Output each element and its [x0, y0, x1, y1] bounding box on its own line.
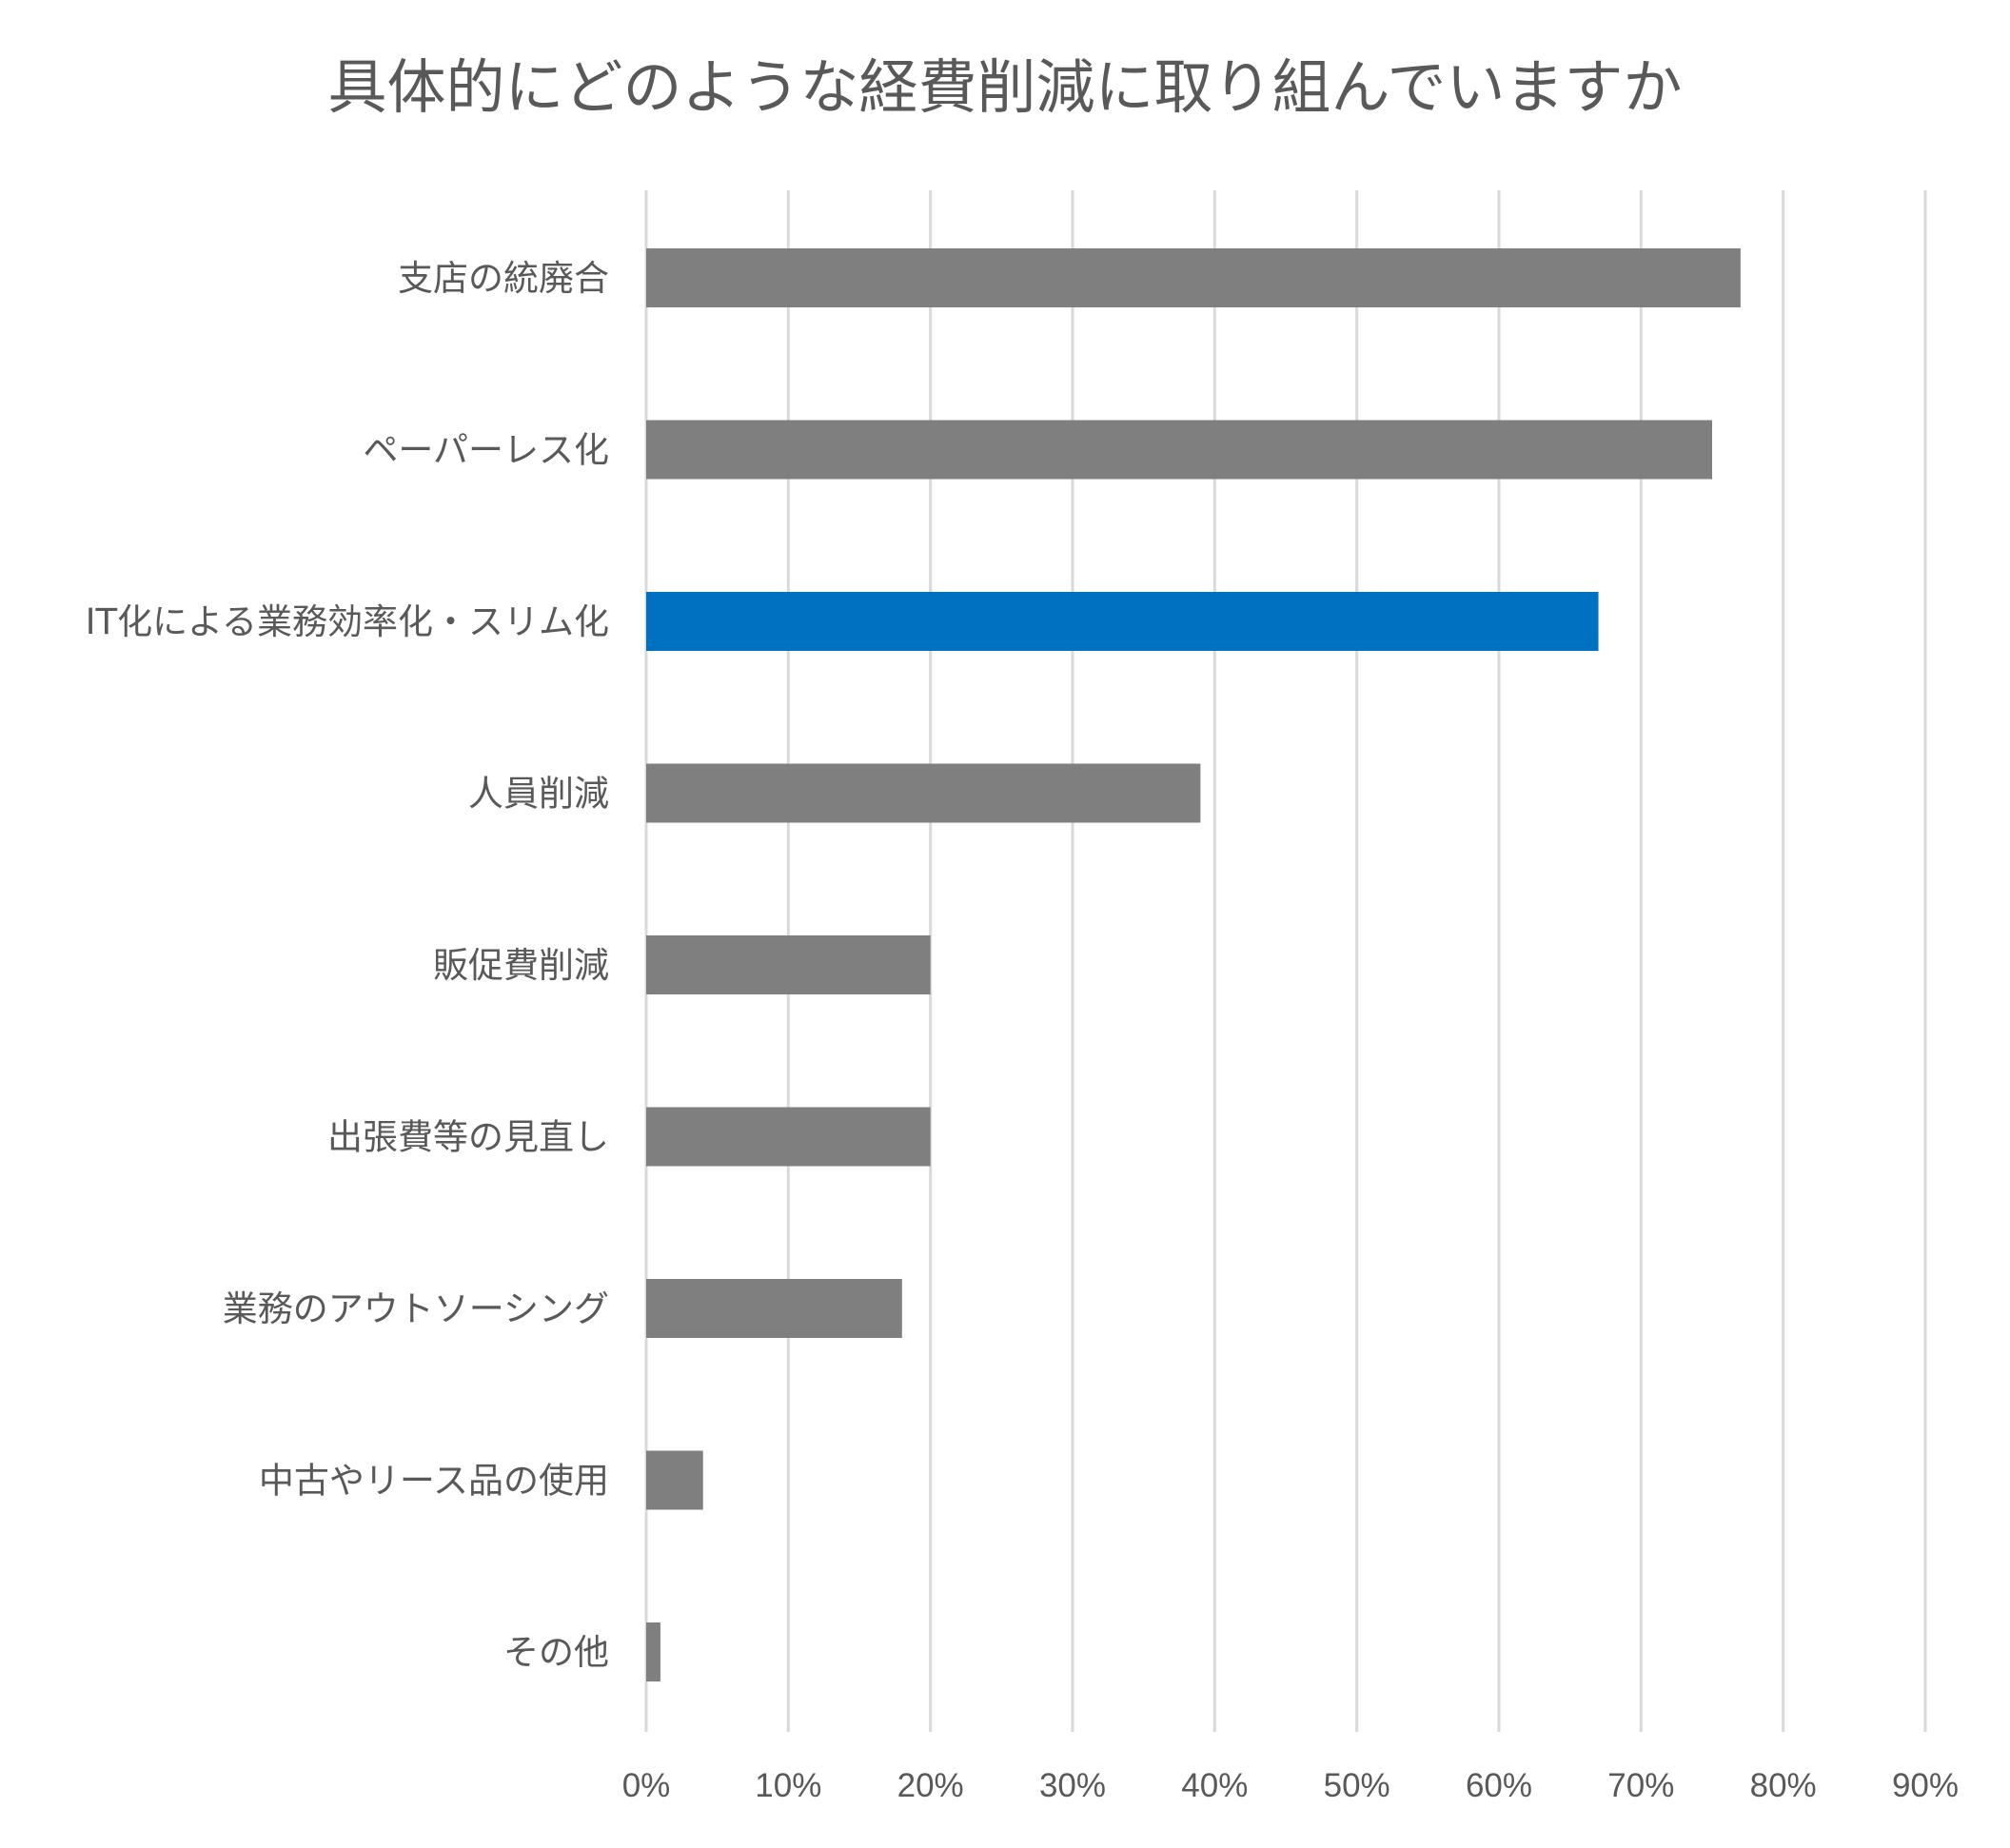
bar-9: [646, 1622, 660, 1681]
category-label-5: 販促費削減: [433, 945, 609, 986]
bars: [646, 248, 1741, 1681]
tick-label-0: 0%: [622, 1767, 671, 1804]
bar-6: [646, 1107, 931, 1167]
tick-label-90: 90%: [1892, 1767, 1959, 1804]
tick-label-10: 10%: [755, 1767, 821, 1804]
category-label-6: 出張費等の見直し: [327, 1117, 609, 1158]
x-axis-tick-labels: 0% 10% 20% 30% 40% 50% 60% 70% 80% 90%: [622, 1767, 1959, 1804]
category-label-7: 業務のアウトソーシング: [223, 1288, 609, 1329]
bar-3: [646, 592, 1599, 651]
tick-label-40: 40%: [1181, 1767, 1248, 1804]
category-label-9: その他: [503, 1632, 609, 1673]
tick-label-60: 60%: [1466, 1767, 1532, 1804]
bar-8: [646, 1450, 703, 1510]
tick-label-30: 30%: [1039, 1767, 1106, 1804]
category-label-1: 支店の統廃合: [398, 258, 609, 299]
category-label-3: IT化による業務効率化・スリム化: [86, 601, 609, 642]
tick-label-80: 80%: [1750, 1767, 1817, 1804]
tick-label-70: 70%: [1607, 1767, 1674, 1804]
category-label-2: ペーパーレス化: [363, 430, 609, 471]
category-label-8: 中古やリース品の使用: [259, 1461, 609, 1502]
bar-7: [646, 1279, 902, 1338]
bar-5: [646, 935, 931, 994]
bar-1: [646, 248, 1741, 307]
tick-label-50: 50%: [1324, 1767, 1390, 1804]
bar-2: [646, 420, 1712, 480]
category-label-4: 人員削減: [468, 774, 609, 815]
tick-label-20: 20%: [897, 1767, 964, 1804]
chart-title: 具体的にどのような経費削減に取り組んでいますか: [328, 52, 1683, 122]
bar-4: [646, 763, 1201, 823]
